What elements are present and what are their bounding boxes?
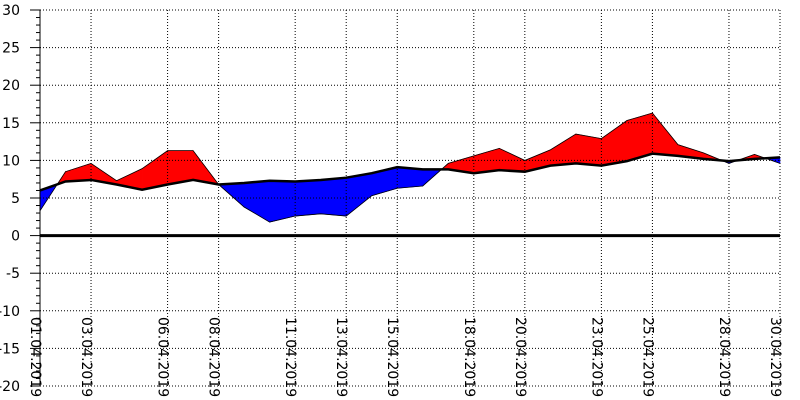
x-tick-label: 18.04.2019: [461, 317, 477, 397]
y-tick-label: 30: [2, 3, 20, 19]
y-tick-label: 10: [2, 153, 20, 169]
cold-area-segment: [269, 180, 296, 223]
warm-area-segment: [141, 150, 168, 191]
y-tick-label: -5: [6, 266, 20, 282]
series-2-outline: [39, 112, 781, 223]
chart-grid: [30, 9, 781, 387]
y-axis-tick-labels: 30 25 20 15 10 5 0 -5 -10 -15 -20: [0, 3, 20, 395]
warm-area-segment: [550, 133, 577, 166]
series-1-line: [39, 152, 781, 192]
cold-area-segment: [320, 177, 347, 217]
x-tick-label: 25.04.2019: [639, 317, 655, 397]
y-tick-label: -15: [0, 341, 20, 357]
x-tick-label: 20.04.2019: [512, 317, 528, 397]
x-tick-label: 30.04.2019: [767, 317, 783, 397]
y-tick-label: -20: [0, 379, 20, 395]
x-tick-label: 13.04.2019: [333, 317, 349, 397]
warm-area-segment: [65, 162, 92, 182]
y-tick-label: -10: [0, 304, 20, 320]
cold-area-segment: [345, 172, 373, 217]
x-tick-label: 28.04.2019: [716, 317, 732, 397]
y-tick-label: 15: [2, 116, 20, 132]
x-tick-label: 08.04.2019: [206, 317, 222, 397]
y-tick-label: 0: [11, 229, 20, 245]
y-tick-label: 5: [11, 191, 20, 207]
warm-area-segment: [652, 112, 679, 157]
x-tick-label: 23.04.2019: [588, 317, 604, 397]
warm-area-segment: [575, 133, 602, 166]
x-axis-tick-labels: 01.04.2019 03.04.2019 06.04.2019 08.04.2019…: [27, 317, 783, 397]
y-tick-label: 20: [2, 78, 20, 94]
cold-area-segment: [243, 180, 270, 223]
chart-lines: [39, 112, 781, 238]
y-tick-label: 25: [2, 41, 20, 57]
x-tick-label: 11.04.2019: [282, 317, 298, 397]
x-tick-label: 06.04.2019: [155, 317, 171, 397]
x-tick-label: 15.04.2019: [384, 317, 400, 397]
x-tick-label: 01.04.2019: [27, 317, 43, 397]
x-tick-label: 03.04.2019: [78, 317, 94, 397]
warm-area-segment: [601, 119, 628, 167]
